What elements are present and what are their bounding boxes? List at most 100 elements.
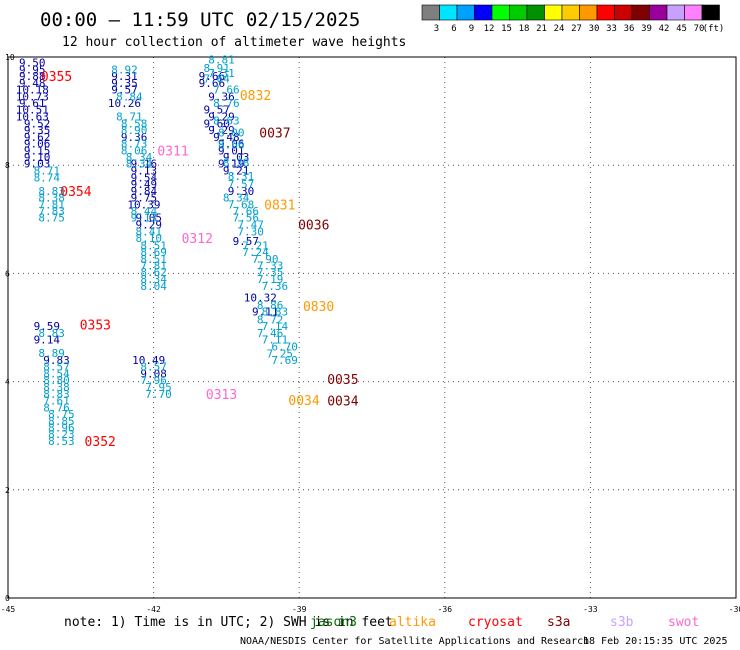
- wave-height-point: 8.00: [218, 127, 245, 140]
- wave-height-point: 8.74: [34, 172, 61, 185]
- wave-height-point: 7.83: [38, 205, 65, 218]
- wave-height-point: 8.83: [38, 327, 65, 340]
- wave-height-point: 8.89: [38, 347, 65, 360]
- wave-height-point: 8.31: [228, 170, 255, 183]
- wave-height-point: 8.62: [140, 266, 167, 279]
- wave-height-point: 8.75: [38, 212, 65, 225]
- wave-height-point: 9.52: [24, 118, 51, 131]
- wave-height-point: 7.66: [233, 205, 260, 218]
- legend-unit: (ft): [703, 24, 725, 34]
- wave-height-point: 8.81: [208, 54, 235, 67]
- y-tick-label: 10: [5, 53, 15, 62]
- wave-height-point: 7.35: [257, 266, 284, 279]
- wave-height-point: 8.76: [213, 97, 240, 110]
- wave-height-point: 9.66: [199, 77, 226, 90]
- legend-label: 12: [484, 24, 495, 34]
- wave-height-point: 7.24: [242, 246, 269, 259]
- wave-height-point: 8.69: [140, 246, 167, 259]
- wave-height-point: 8.84: [116, 90, 143, 103]
- wave-height-point: 9.35: [111, 77, 138, 90]
- color-scale-legend: 3 6 9 12 15 18 21 24 27 30 33 36 39 42 45 70(ft): [421, 4, 725, 34]
- pass-time-label: 0311: [157, 145, 188, 160]
- wave-height-point: 8.85: [48, 415, 75, 428]
- axes: -45 -42 -39 -36 -33 -30 0 2 4 6 8 10: [1, 53, 740, 614]
- wave-height-point: 7.14: [262, 320, 289, 333]
- wave-height-point: 10.51: [16, 103, 49, 116]
- wave-height-point: 7.64: [203, 73, 230, 86]
- wave-height-point: 8.04: [140, 280, 167, 293]
- legend-swatch: [579, 4, 598, 21]
- wave-height-point: 8.34: [223, 192, 250, 205]
- legend-label: 36: [624, 24, 635, 34]
- wave-height-point: 6.70: [271, 340, 298, 353]
- wave-height-point: 10.63: [16, 111, 49, 124]
- wave-height-point: 9.57: [111, 83, 138, 96]
- wave-height-point: 7.47: [237, 219, 264, 232]
- wave-height-point: 9.59: [34, 320, 61, 333]
- legend-label: 3: [434, 24, 439, 34]
- wave-height-point: 9.03: [24, 158, 51, 171]
- wave-height-point: 9.16: [131, 158, 158, 171]
- wave-height-point: 9.11: [252, 305, 279, 318]
- satellite-label-altika: altika: [389, 615, 436, 630]
- wave-height-point: 7.25: [267, 347, 294, 360]
- wave-height-point: 8.34: [126, 151, 153, 164]
- wave-height-point: 8.54: [43, 367, 70, 380]
- pass-time-label: 0036: [298, 219, 329, 234]
- pass-time-label: 0832: [240, 89, 271, 104]
- wave-height-point: 9.31: [111, 70, 138, 83]
- chart-title: 00:00 – 11:59 UTC 02/15/2025: [40, 9, 360, 31]
- wave-height-point: 9.30: [228, 185, 255, 198]
- wave-height-point: 8.41: [135, 226, 162, 239]
- satellite-legend: jason3 altika cryosat s3a s3b swot: [310, 615, 699, 630]
- footer-note: note: 1) Time is in UTC; 2) SWH is in fe…: [64, 615, 393, 630]
- pass-time-label: 0353: [80, 318, 111, 333]
- wave-height-point: 9.01: [218, 145, 245, 158]
- wave-height-point: 8.23: [48, 428, 75, 441]
- wave-height-point: 8.34: [126, 158, 153, 171]
- wave-height-point: 9.66: [199, 70, 226, 83]
- wave-height-point: 8.38: [223, 156, 250, 169]
- wave-height-point: 9.21: [223, 165, 250, 178]
- wave-height-point: 8.57: [43, 360, 70, 373]
- wave-height-point: 8.76: [43, 402, 70, 415]
- legend-label: 30: [589, 24, 600, 34]
- y-tick-label: 0: [5, 594, 10, 603]
- wave-height-point: 9.36: [208, 90, 235, 103]
- legend-swatch: [474, 4, 493, 21]
- pass-time-label: 0035: [327, 373, 358, 388]
- wave-height-point: 7.31: [208, 67, 235, 80]
- wave-height-point: 9.83: [43, 354, 70, 367]
- wave-height-point: 9.61: [19, 97, 46, 110]
- legend-label: 9: [469, 24, 474, 34]
- wave-height-point: 7.66: [213, 83, 240, 96]
- legend-swatch: [509, 4, 528, 21]
- wave-height-point: 9.08: [140, 367, 167, 380]
- y-tick-label: 2: [5, 486, 10, 495]
- wave-height-point: 9.03: [223, 151, 250, 164]
- wave-height-point: 9.60: [203, 118, 230, 131]
- wave-height-point: 9.29: [135, 219, 162, 232]
- pass-time-label: 0352: [85, 435, 116, 450]
- satellite-label-cryosat: cryosat: [468, 615, 523, 630]
- legend-label: 42: [659, 24, 670, 34]
- legend-label: 18: [519, 24, 530, 34]
- pass-time-label: 0034: [327, 395, 358, 410]
- wave-height-point: 7.46: [257, 327, 284, 340]
- legend-label: 6: [451, 24, 456, 34]
- x-tick-label: -33: [583, 605, 598, 614]
- pass-time-label: 0034: [288, 394, 319, 409]
- wave-height-point: 8.66: [218, 139, 245, 152]
- legend-label: 15: [501, 24, 512, 34]
- wave-height-point: 9.13: [131, 165, 158, 178]
- wave-height-point: 9.05: [135, 212, 162, 225]
- wave-height-point: 8.73: [121, 138, 148, 151]
- x-tick-label: -42: [146, 605, 161, 614]
- wave-height-point: 8.75: [48, 408, 75, 421]
- wave-height-point: 7.30: [237, 226, 264, 239]
- wave-height-point: 9.49: [131, 178, 158, 191]
- wave-height-point: 8.86: [257, 299, 284, 312]
- wave-height-point: 9.29: [208, 111, 235, 124]
- wave-height-point: 9.88: [19, 70, 46, 83]
